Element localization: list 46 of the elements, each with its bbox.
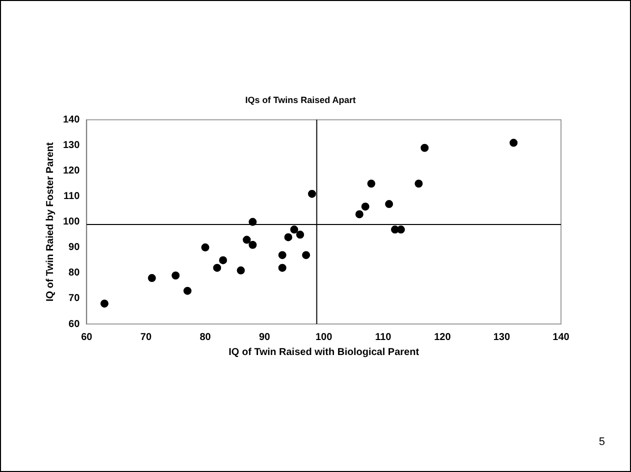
point xyxy=(213,264,222,272)
x-tick-label: 100 xyxy=(316,332,333,343)
point xyxy=(308,190,316,198)
point xyxy=(361,202,370,211)
y-tick-label: 100 xyxy=(62,216,80,228)
point xyxy=(385,200,394,208)
point xyxy=(183,286,192,295)
y-tick-label: 140 xyxy=(62,114,80,126)
point xyxy=(420,144,429,152)
point xyxy=(414,180,423,188)
y-tick-label: 110 xyxy=(64,191,80,202)
y-tick-label: 90 xyxy=(68,242,80,254)
y-tick-label: 80 xyxy=(68,268,80,279)
x-axis-title: IQ of Twin Raised with Biological Parent xyxy=(228,346,420,358)
point xyxy=(278,251,286,260)
chart-title: IQs of Twins Raised Apart xyxy=(245,94,356,105)
x-tick-label: 130 xyxy=(493,332,510,343)
point xyxy=(242,236,251,244)
point xyxy=(367,180,376,188)
point xyxy=(100,300,108,308)
x-tick-label: 140 xyxy=(552,332,570,343)
point xyxy=(302,251,310,260)
x-tick-label: 80 xyxy=(200,332,212,343)
point xyxy=(278,264,286,272)
point xyxy=(296,230,304,239)
y-tick-label: 130 xyxy=(62,140,80,152)
point xyxy=(510,138,518,147)
point xyxy=(219,256,228,264)
x-tick-label: 110 xyxy=(375,332,392,343)
y-axis-title: IQ of Twin Raied by Foster Parent xyxy=(44,142,56,302)
y-tick-label: 60 xyxy=(68,318,80,330)
x-tick-label: 90 xyxy=(258,332,271,343)
point xyxy=(236,266,245,274)
x-tick-label: 60 xyxy=(81,332,93,343)
point xyxy=(148,274,156,282)
point xyxy=(284,233,292,242)
x-tick-label: 70 xyxy=(140,332,152,343)
point xyxy=(172,272,180,280)
y-tick-label: 70 xyxy=(68,293,80,304)
text: 5 xyxy=(598,436,605,448)
x-tick-label: 120 xyxy=(434,332,452,343)
point xyxy=(201,243,210,252)
point xyxy=(290,226,298,234)
point xyxy=(355,210,364,218)
y-tick-label: 120 xyxy=(62,166,80,177)
point xyxy=(248,240,257,249)
